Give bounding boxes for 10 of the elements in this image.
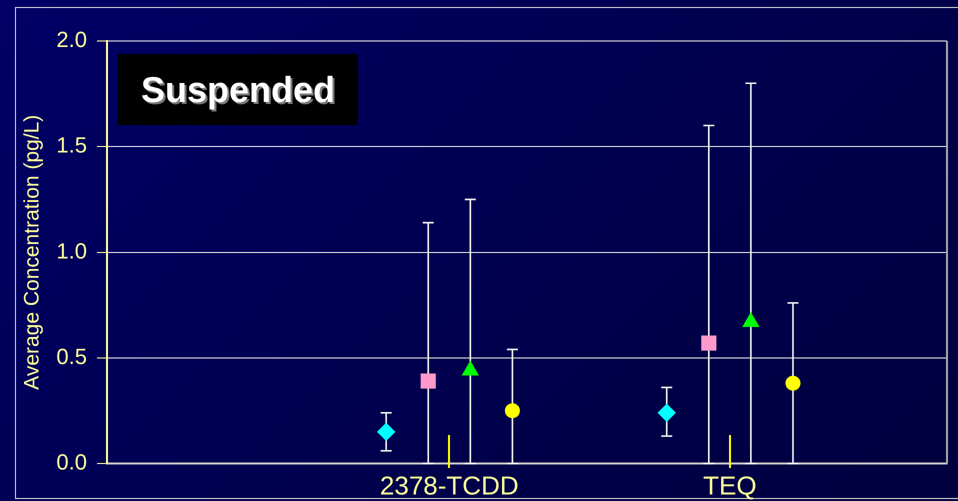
y-axis-title: Average Concentration (pg/L) <box>20 114 44 390</box>
x-tick-label: 2378-TCDD <box>380 470 519 500</box>
x-tick-label: TEQ <box>703 470 757 500</box>
y-tick-label: 0.5 <box>56 344 87 369</box>
y-tick-label: 2.0 <box>56 27 87 52</box>
y-tick-label: 0.0 <box>56 450 87 475</box>
annotation: Suspended <box>140 68 336 110</box>
y-tick-label: 1.5 <box>56 132 87 158</box>
label-box: Suspended <box>118 54 358 125</box>
y-tick-label: 1.0 <box>56 238 87 264</box>
